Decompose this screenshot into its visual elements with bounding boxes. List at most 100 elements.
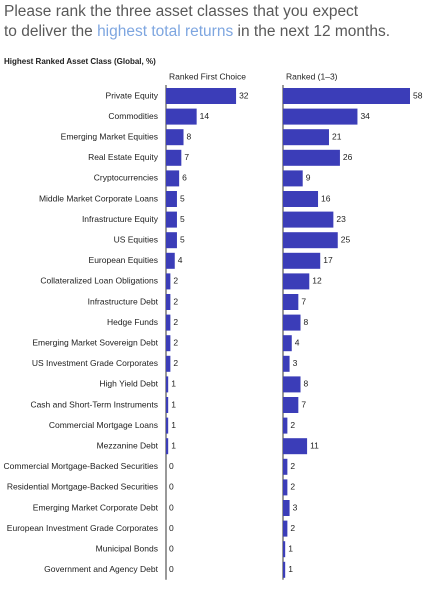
value-label: 7 (184, 152, 189, 162)
value-label: 14 (200, 111, 210, 121)
category-label: Commercial Mortgage Loans (49, 420, 158, 430)
value-label: 8 (187, 131, 192, 141)
value-label: 7 (301, 296, 306, 306)
value-label: 8 (304, 379, 309, 389)
bar (283, 149, 340, 166)
value-label: 23 (336, 214, 346, 224)
value-label: 0 (169, 543, 174, 553)
bar (166, 88, 237, 104)
bar (166, 191, 177, 207)
bar (166, 232, 177, 249)
bar (283, 376, 301, 393)
bar (166, 252, 175, 269)
value-label: 0 (169, 564, 174, 574)
value-label: 2 (173, 337, 178, 347)
title: Please rank the three asset classes that… (4, 2, 390, 42)
bar (283, 520, 288, 537)
bar (166, 294, 171, 310)
category-label: US Equities (114, 234, 158, 244)
value-label: 5 (180, 234, 185, 244)
panel-header: Ranked (1–3) (286, 71, 338, 81)
category-label: Real Estate Equity (88, 152, 159, 162)
category-label: European Equities (89, 255, 158, 265)
category-label: Emerging Market Sovereign Debt (32, 337, 158, 347)
category-label: Cryptocurrencies (94, 173, 158, 183)
value-label: 34 (360, 111, 370, 121)
bar (283, 232, 338, 249)
category-label: Residential Mortgage-Backed Securities (7, 482, 158, 492)
category-label: US Investment Grade Corporates (32, 358, 158, 368)
value-label: 26 (343, 152, 353, 162)
value-label: 0 (169, 502, 174, 512)
bar (283, 273, 310, 290)
category-label: Emerging Market Equities (61, 131, 158, 141)
category-label: Government and Agency Debt (44, 564, 159, 574)
bar (283, 458, 288, 475)
bar (283, 417, 288, 434)
value-label: 4 (178, 255, 183, 265)
value-label: 9 (306, 173, 311, 183)
chart-subtitle: Highest Ranked Asset Class (Global, %) (4, 57, 156, 66)
bar (283, 191, 319, 207)
value-label: 2 (290, 461, 295, 471)
category-label: Emerging Market Corporate Debt (33, 502, 159, 512)
category-label: Private Equity (106, 90, 159, 100)
value-label: 5 (180, 193, 185, 203)
category-label: Infrastructure Equity (82, 214, 159, 224)
value-label: 32 (239, 90, 249, 100)
category-label: Mezzanine Debt (97, 440, 159, 450)
bar (166, 211, 177, 228)
panel-header: Ranked First Choice (169, 71, 246, 81)
value-label: 2 (173, 276, 178, 286)
category-label: Middle Market Corporate Loans (39, 193, 158, 203)
value-label: 8 (304, 317, 309, 327)
bar (283, 479, 288, 496)
bar (166, 314, 171, 331)
bar (166, 397, 169, 413)
bar (166, 335, 171, 352)
value-label: 6 (182, 173, 187, 183)
bar (283, 129, 329, 146)
bar (283, 252, 321, 269)
bar (283, 88, 410, 104)
value-label: 2 (290, 420, 295, 430)
bar (283, 397, 299, 413)
value-label: 1 (288, 543, 293, 553)
category-label: Hedge Funds (107, 317, 158, 327)
value-label: 1 (171, 379, 176, 389)
bar (283, 170, 303, 187)
title-text: to deliver the (4, 23, 93, 40)
bar (283, 294, 299, 310)
value-label: 25 (341, 234, 351, 244)
bar (166, 129, 184, 146)
bar (283, 541, 286, 558)
bar (166, 170, 180, 187)
value-label: 21 (332, 131, 342, 141)
value-label: 12 (312, 276, 322, 286)
value-label: 7 (301, 399, 306, 409)
bar (283, 335, 292, 352)
title-text: in the next 12 months. (237, 23, 391, 40)
value-label: 2 (173, 296, 178, 306)
value-label: 1 (171, 420, 176, 430)
bar (283, 211, 334, 228)
value-label: 11 (310, 440, 319, 450)
value-label: 3 (293, 502, 298, 512)
category-label: Collateralized Loan Obligations (40, 276, 158, 286)
value-label: 0 (169, 523, 174, 533)
value-label: 1 (171, 440, 176, 450)
bar (283, 314, 301, 331)
value-label: 4 (295, 337, 300, 347)
value-label: 16 (321, 193, 331, 203)
value-label: 0 (169, 482, 174, 492)
value-label: 2 (290, 523, 295, 533)
bar (283, 108, 358, 125)
bar (166, 149, 182, 166)
bar (166, 438, 169, 455)
bar (283, 355, 290, 372)
title-highlight: highest total returns (97, 23, 234, 40)
bar (283, 438, 308, 455)
value-label: 2 (290, 482, 295, 492)
